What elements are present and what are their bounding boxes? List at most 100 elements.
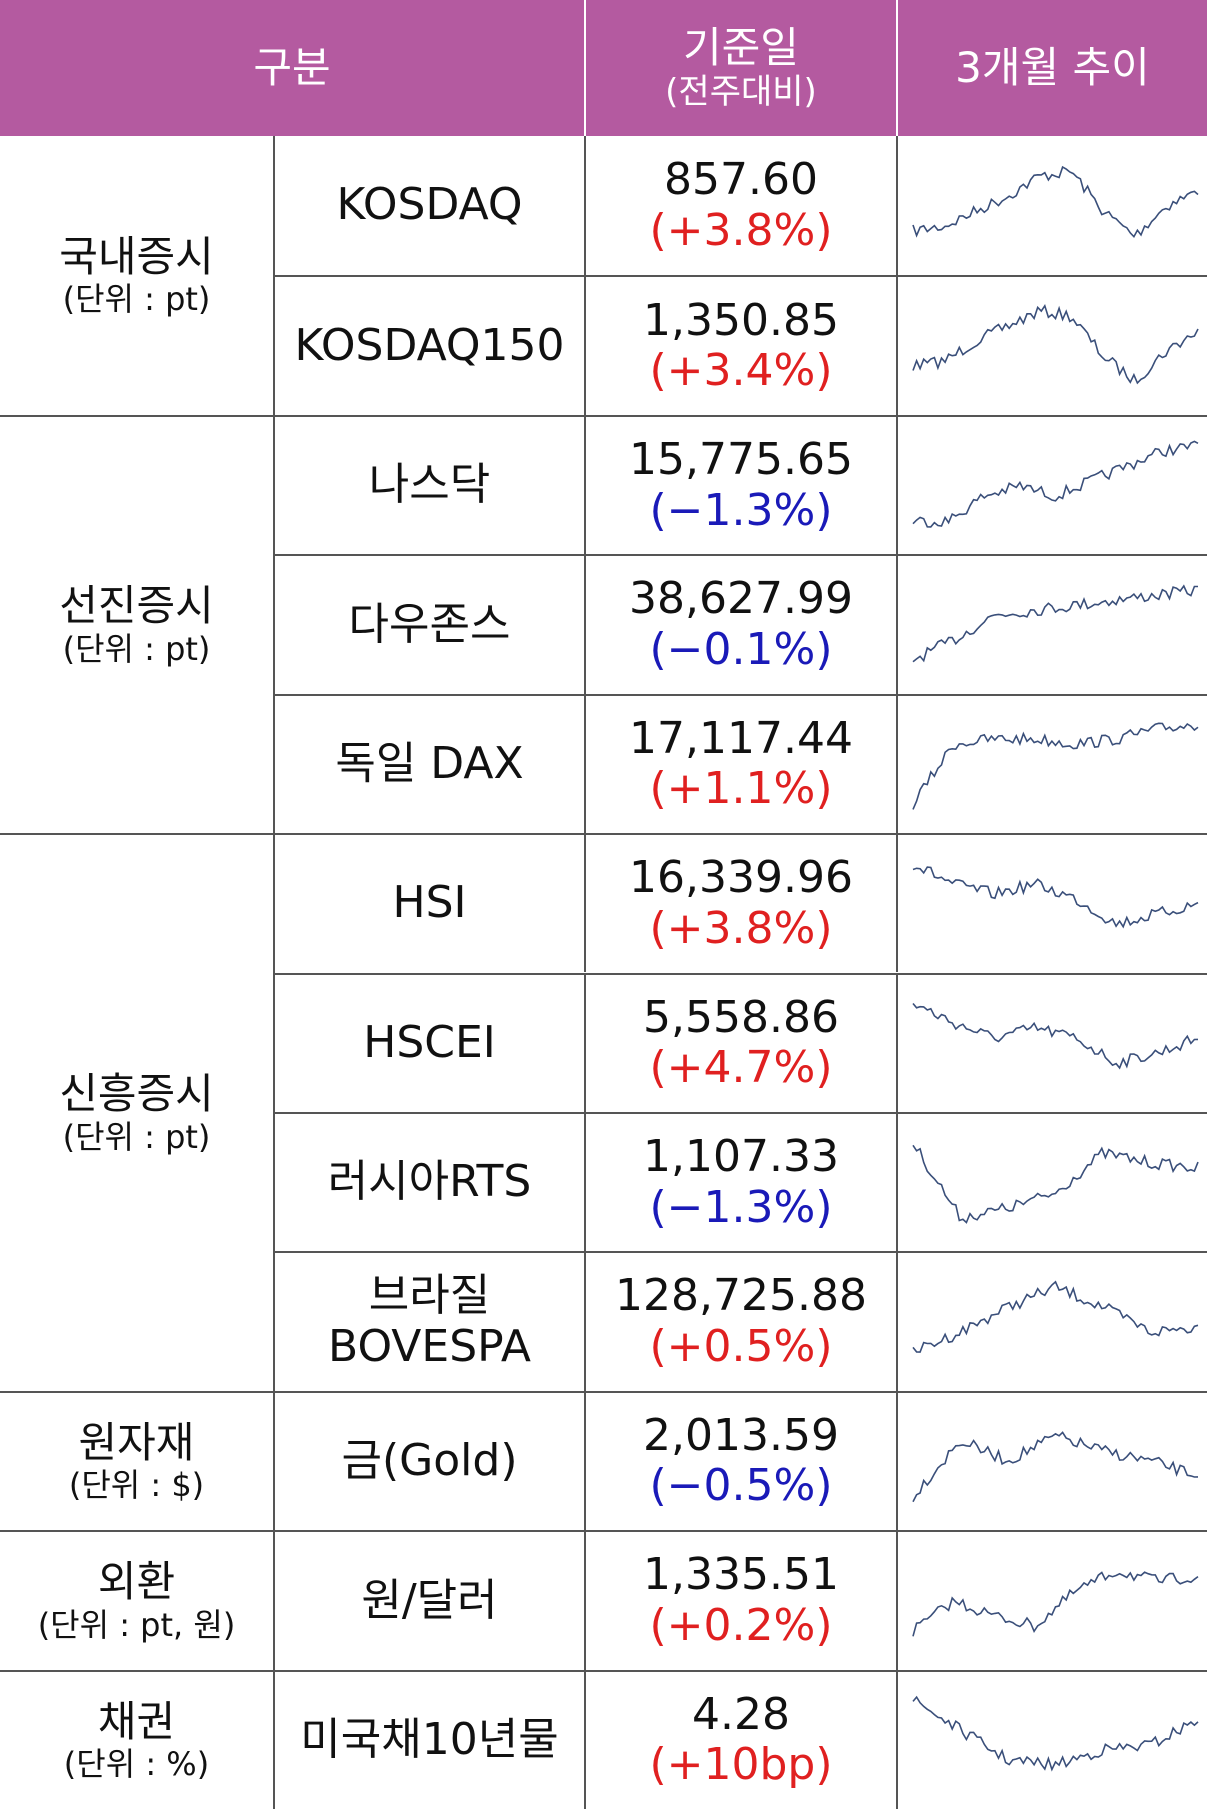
item-name: 원/달러 — [361, 1574, 498, 1626]
sparkline-path — [911, 1003, 1198, 1070]
sparkline-path — [912, 866, 1198, 929]
item-cell: 원/달러 — [275, 1530, 586, 1670]
header-category: 구분 — [0, 0, 586, 136]
value: 1,335.51 — [643, 1549, 839, 1601]
value-cell: 38,627.99 (−0.1%) — [586, 554, 898, 694]
group-unit: (단위 : pt) — [62, 1117, 211, 1156]
change: (−1.3%) — [649, 1181, 833, 1233]
sparkline — [911, 1571, 1198, 1637]
sparkline — [911, 584, 1198, 663]
change: (+3.8%) — [649, 902, 833, 954]
sparkline-cell — [898, 1251, 1207, 1390]
value-cell: 17,117.44 (+1.1%) — [586, 693, 898, 834]
group-unit: (단위 : pt) — [62, 280, 211, 319]
group-cell: 선진증시 (단위 : pt) — [0, 414, 275, 834]
sparkline — [911, 722, 1198, 811]
change: (−0.1%) — [649, 623, 833, 675]
sparkline-cell — [898, 275, 1207, 414]
value-cell: 16,339.96 (+3.8%) — [586, 833, 898, 973]
header-text: 기준일 — [683, 23, 799, 73]
value: 38,627.99 — [629, 573, 853, 625]
item-cell: 다우존스 — [275, 554, 586, 694]
value-cell: 4.28 (+10bp) — [586, 1669, 898, 1809]
item-cell: 브라질 BOVESPA — [275, 1251, 586, 1391]
item-name: 미국채10년물 — [300, 1713, 559, 1765]
value-cell: 5,558.86 (+4.7%) — [586, 972, 898, 1112]
value: 17,117.44 — [629, 712, 853, 764]
item-name: 독일 DAX — [335, 738, 524, 790]
value: 15,775.65 — [629, 433, 853, 485]
value-cell: 1,350.85 (+3.4%) — [586, 275, 898, 415]
value-cell: 2,013.59 (−0.5%) — [586, 1390, 898, 1531]
sparkline-cell — [898, 1669, 1207, 1809]
sparkline — [912, 866, 1198, 929]
group-cell: 원자재 (단위 : $) — [0, 1390, 275, 1531]
sparkline — [911, 1696, 1199, 1772]
sparkline-cell — [898, 1390, 1207, 1530]
group-name: 신흥증시 — [59, 1069, 214, 1119]
sparkline-path — [911, 1431, 1198, 1503]
item-name: KOSDAQ150 — [294, 319, 565, 371]
sparkline — [911, 440, 1198, 528]
sparkline — [911, 1003, 1198, 1070]
sparkline-path — [911, 1280, 1198, 1353]
sparkline — [911, 1431, 1198, 1503]
group-unit: (단위 : %) — [63, 1745, 210, 1784]
group-cell: 신흥증시 (단위 : pt) — [0, 833, 275, 1391]
sparkline — [911, 165, 1199, 238]
header-trend: 3개월 추이 — [898, 0, 1207, 136]
group-name: 원자재 — [78, 1417, 195, 1467]
sparkline-cell — [898, 693, 1207, 833]
item-cell: 미국채10년물 — [275, 1669, 586, 1809]
item-name: HSI — [392, 877, 467, 929]
change: (+10bp) — [649, 1739, 833, 1791]
change: (+0.2%) — [649, 1599, 833, 1651]
item-cell: 금(Gold) — [275, 1390, 586, 1531]
sparkline-path — [911, 1144, 1199, 1224]
item-cell: KOSDAQ — [275, 136, 586, 276]
change: (+3.4%) — [649, 345, 833, 397]
item-name: HSCEI — [363, 1016, 496, 1068]
group-unit: (단위 : pt) — [62, 629, 211, 668]
value: 2,013.59 — [643, 1409, 839, 1461]
group-unit: (단위 : $) — [68, 1466, 205, 1505]
sparkline-path — [911, 722, 1198, 811]
item-name: 다우존스 — [348, 598, 511, 650]
value-cell: 1,107.33 (−1.3%) — [586, 1111, 898, 1252]
sparkline-path — [911, 1571, 1198, 1637]
group-name: 외환 — [97, 1557, 176, 1607]
value-cell: 128,725.88 (+0.5%) — [586, 1251, 898, 1391]
value-cell: 15,775.65 (−1.3%) — [586, 414, 898, 555]
header-text: 구분 — [253, 42, 331, 92]
value: 5,558.86 — [643, 991, 839, 1043]
value-cell: 857.60 (+3.8%) — [586, 136, 898, 276]
header-subtext: (전주대비) — [665, 71, 817, 112]
sparkline — [911, 304, 1199, 385]
value: 4.28 — [692, 1688, 790, 1740]
sparkline-cell — [898, 554, 1207, 693]
item-name: KOSDAQ — [336, 179, 523, 231]
header-text: 3개월 추이 — [955, 42, 1150, 92]
item-cell: HSCEI — [275, 972, 586, 1112]
change: (+0.5%) — [649, 1321, 833, 1373]
change: (−1.3%) — [649, 484, 833, 536]
value: 128,725.88 — [615, 1270, 867, 1322]
change: (+3.8%) — [649, 204, 833, 256]
sparkline-path — [911, 165, 1199, 238]
sparkline-path — [911, 440, 1198, 528]
item-name: 브라질 BOVESPA — [328, 1270, 531, 1373]
sparkline — [911, 1144, 1199, 1224]
sparkline-cell — [898, 414, 1207, 554]
change: (+4.7%) — [649, 1042, 833, 1094]
group-cell: 외환 (단위 : pt, 원) — [0, 1530, 275, 1670]
item-cell: 독일 DAX — [275, 693, 586, 834]
group-unit: (단위 : pt, 원) — [37, 1605, 236, 1644]
item-cell: 러시아RTS — [275, 1111, 586, 1252]
change: (+1.1%) — [649, 763, 833, 815]
sparkline-path — [911, 1696, 1199, 1772]
value: 16,339.96 — [629, 852, 853, 904]
item-cell: 나스닥 — [275, 414, 586, 555]
sparkline — [911, 1280, 1198, 1353]
header-date: 기준일 (전주대비) — [586, 0, 898, 136]
